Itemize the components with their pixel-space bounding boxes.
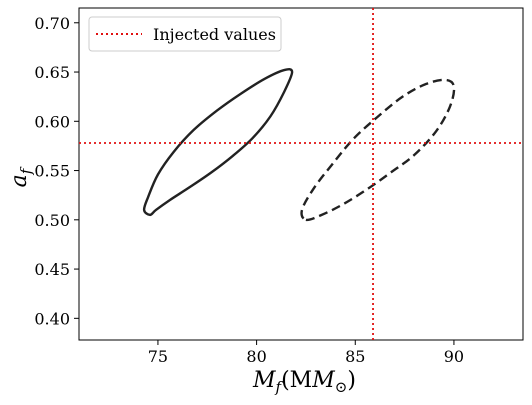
- y-tick-label: 0.60: [34, 112, 70, 131]
- x-axis-ticks: 75 80 85 90: [148, 340, 464, 366]
- y-tick-label: 0.55: [34, 162, 70, 181]
- injected-lines: [79, 8, 523, 340]
- x-label-main: M: [252, 368, 276, 393]
- y-tick-label: 0.65: [34, 63, 70, 82]
- x-axis-label: Mf(MM⊙): [252, 368, 356, 396]
- legend-label: Injected values: [153, 25, 276, 44]
- y-tick-label: 0.40: [34, 309, 70, 328]
- x-label-sub: f: [275, 378, 284, 396]
- x-tick-label: 80: [246, 347, 266, 366]
- y-tick-label: 0.45: [34, 260, 70, 279]
- x-tick-label: 90: [444, 347, 464, 366]
- y-axis-label: af: [7, 166, 35, 187]
- x-tick-label: 75: [148, 347, 168, 366]
- y-tick-label: 0.50: [34, 211, 70, 230]
- x-label-unit-main: M: [311, 368, 335, 393]
- y-axis-ticks: 0.40 0.45 0.50 0.55 0.60 0.65 0.70: [34, 14, 79, 328]
- legend-box: [88, 16, 282, 52]
- y-label-main: a: [7, 174, 32, 187]
- x-label-unit-sub: ⊙: [335, 378, 348, 396]
- y-tick-label: 0.70: [34, 14, 70, 33]
- contour-layer: [142, 68, 456, 222]
- legend: Injected values: [88, 16, 282, 52]
- y-label-sub: f: [17, 166, 35, 175]
- x-label-unit-close: ): [347, 368, 356, 393]
- contour-solid: [142, 68, 294, 217]
- plot-frame: [78, 7, 524, 341]
- x-tick-label: 85: [345, 347, 365, 366]
- contour-dashed: [300, 78, 456, 222]
- x-label-unit-open: (M: [281, 368, 312, 393]
